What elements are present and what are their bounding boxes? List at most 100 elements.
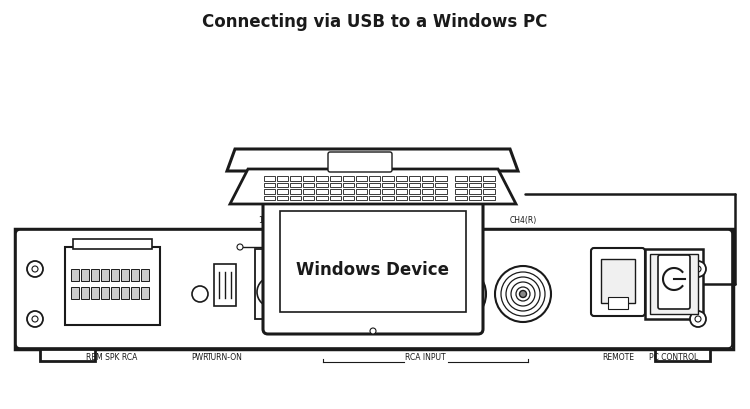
Circle shape [376,277,410,311]
Bar [435,196,446,200]
Circle shape [27,261,43,277]
Circle shape [268,288,276,296]
Bar [40,349,95,361]
Bar [482,189,494,194]
Bar [303,183,314,188]
Bar [101,270,109,281]
Bar [343,196,354,200]
Bar [422,177,433,181]
Text: PC CONTROL: PC CONTROL [650,352,699,361]
Circle shape [257,277,287,307]
Bar [263,177,274,181]
Bar [343,177,354,181]
Circle shape [690,261,706,277]
Polygon shape [230,170,516,204]
Circle shape [520,291,526,298]
Circle shape [306,272,350,316]
Bar [263,196,274,200]
Circle shape [389,291,397,298]
Bar [81,270,89,281]
Circle shape [690,311,706,327]
Bar [356,189,368,194]
Text: PWR: PWR [191,352,208,361]
Bar [277,183,288,188]
Text: CH3(L): CH3(L) [445,216,471,225]
Bar [277,177,288,181]
Bar [382,196,394,200]
Bar [422,183,433,188]
Bar [316,196,328,200]
Text: CH2(R): CH2(R) [380,216,406,225]
Bar [343,183,354,188]
Bar [329,189,340,194]
Circle shape [316,282,340,306]
Text: 12VDC 1.5A: 12VDC 1.5A [260,216,305,225]
Text: Connecting via USB to a Windows PC: Connecting via USB to a Windows PC [202,13,548,31]
Circle shape [370,328,376,334]
Bar [369,177,380,181]
Bar [121,287,129,299]
Circle shape [325,291,332,298]
Text: CH4(R): CH4(R) [509,216,537,225]
Circle shape [451,287,465,301]
Bar [382,177,394,181]
Bar [645,249,703,319]
Circle shape [237,245,243,250]
Bar [422,196,433,200]
Bar [15,229,733,349]
Text: RCA INPUT: RCA INPUT [405,352,445,361]
Bar [263,183,274,188]
Bar [409,183,420,188]
Circle shape [516,287,530,301]
Bar [71,287,79,299]
Circle shape [506,277,540,311]
Circle shape [192,286,208,302]
Bar [435,183,446,188]
Bar [422,189,433,194]
Bar [356,196,368,200]
Bar [303,196,314,200]
Bar [302,166,318,173]
Circle shape [441,277,475,311]
Bar [469,189,481,194]
Bar [469,196,481,200]
Bar [650,254,698,314]
Polygon shape [227,150,518,172]
FancyBboxPatch shape [263,195,483,334]
Circle shape [311,277,345,311]
Bar [469,177,481,181]
Bar [454,189,466,194]
Bar [290,183,302,188]
Circle shape [430,266,486,322]
Bar [329,196,340,200]
Circle shape [371,272,415,316]
Circle shape [300,266,356,322]
Bar [263,189,274,194]
Bar [435,177,446,181]
Bar [81,287,89,299]
Bar [65,247,160,325]
Bar [255,249,289,319]
Bar [382,189,394,194]
Text: CH1(L): CH1(L) [315,216,341,225]
Bar [329,183,340,188]
Bar [409,189,420,194]
Bar [482,196,494,200]
Circle shape [695,316,701,322]
Circle shape [511,282,535,306]
Bar [71,270,79,281]
Bar [369,196,380,200]
Bar [280,211,466,312]
Circle shape [32,316,38,322]
Bar [369,189,380,194]
Circle shape [495,266,551,322]
Bar [356,183,368,188]
Circle shape [436,272,480,316]
Bar [214,264,236,306]
Bar [396,189,406,194]
Text: Windows Device: Windows Device [296,261,449,278]
Bar [277,196,288,200]
Text: REM SPK RCA: REM SPK RCA [86,352,138,361]
Bar [409,196,420,200]
Bar [409,177,420,181]
